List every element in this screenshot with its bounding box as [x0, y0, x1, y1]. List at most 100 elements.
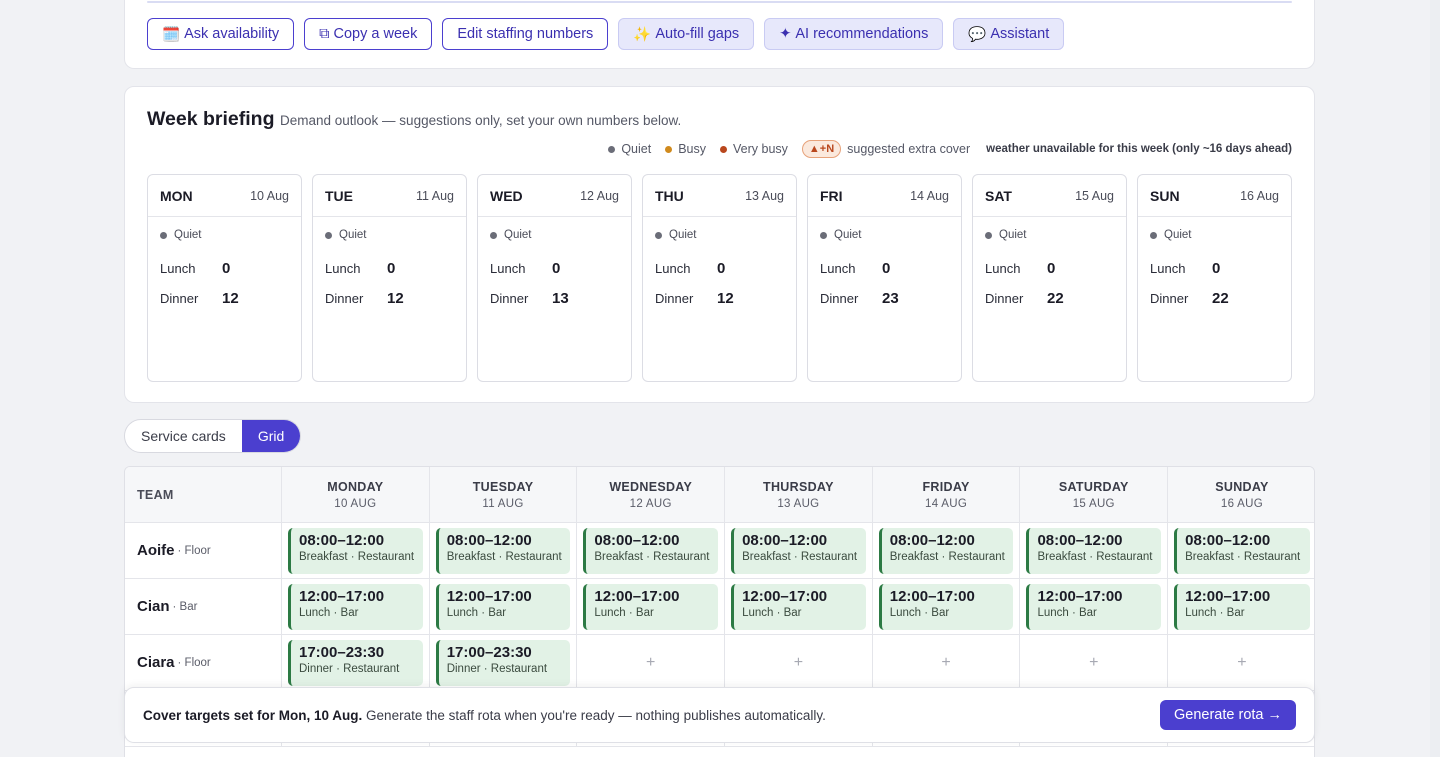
shift-detail: Lunch · Bar	[446, 607, 507, 619]
grid-header-row: TEAM MONDAY 10 AUG TUESDAY 11 AUG WEDNESDAY 1…	[125, 467, 1314, 523]
day-date: 16 Aug	[1240, 188, 1279, 203]
staff-cell: Ciara · Floor	[125, 635, 282, 690]
footer-text: Generate the staff rota when you're read…	[362, 707, 826, 723]
shift-block[interactable]: 12:00–17:00 Lunch · Bar	[1026, 584, 1162, 630]
day-card-body: Quiet Lunch 0 Dinner 13	[478, 217, 631, 313]
toolbar-button-label: Ask availability	[184, 26, 280, 42]
day-date: 14 Aug	[910, 188, 949, 203]
lunch-label: Lunch	[820, 260, 856, 276]
sparkles-icon: ✨	[633, 26, 652, 43]
dinner-cover-row: Dinner 12	[655, 283, 784, 313]
shift-block[interactable]: 17:00–23:30 Dinner · Restaurant	[288, 640, 423, 686]
lunch-cover-value: 0	[387, 259, 396, 277]
lunch-label: Lunch	[325, 260, 361, 276]
demand-level: Quiet	[655, 229, 784, 241]
shift-cell: 17:00–23:30 Dinner · Restaurant	[430, 635, 578, 690]
column-date: 11 AUG	[482, 497, 524, 510]
weather-note: weather unavailable for this week (only …	[986, 143, 1292, 155]
staff-name: Ciara	[137, 654, 175, 671]
shift-time: 08:00–12:00	[446, 532, 532, 549]
demand-level: Quiet	[820, 229, 949, 241]
column-day-name: FRIDAY	[922, 479, 970, 494]
demand-level-label: Quiet	[999, 229, 1027, 241]
column-day-name: TUESDAY	[472, 479, 534, 494]
add-shift-button[interactable]: +	[941, 654, 951, 671]
shift-cell: 12:00–17:00 Lunch · Bar	[282, 579, 430, 634]
day-card-body: Quiet Lunch 0 Dinner 12	[313, 217, 466, 313]
shift-block[interactable]: 12:00–17:00 Lunch · Bar	[435, 584, 571, 630]
shift-block[interactable]: 08:00–12:00 Breakfast · Restaurant	[1026, 528, 1162, 574]
shift-block[interactable]: 12:00–17:00 Lunch · Bar	[288, 584, 423, 630]
day-card-header: MON 10 Aug	[148, 175, 301, 217]
shift-block[interactable]: 08:00–12:00 Breakfast · Restaurant	[1174, 528, 1310, 574]
shift-time: 12:00–17:00	[299, 588, 385, 605]
extra-cover-badge: ▲+N	[801, 140, 842, 158]
shift-detail: Breakfast · Restaurant	[1037, 551, 1153, 563]
shift-cell: 12:00–17:00 Lunch · Bar	[430, 579, 578, 634]
dinner-cover-row: Dinner 13	[490, 283, 619, 313]
day-card-body: Quiet Lunch 0 Dinner 23	[808, 217, 961, 313]
shift-cell: 08:00–12:00 Breakfast · Restaurant	[430, 523, 578, 578]
shift-time: 12:00–17:00	[1037, 588, 1123, 605]
ai-recommendations-button[interactable]: ✦ AI recommendations	[764, 18, 944, 50]
day-card-body: Quiet Lunch 0 Dinner 22	[1138, 217, 1291, 313]
auto-fill-gaps-button[interactable]: ✨ Auto-fill gaps	[618, 18, 755, 50]
edit-staffing-numbers-button[interactable]: Edit staffing numbers	[442, 18, 609, 50]
ask-availability-button[interactable]: 🗓️ Ask availability	[147, 18, 295, 50]
shift-cell: 12:00–17:00 Lunch · Bar	[577, 579, 726, 634]
shift-block[interactable]: 12:00–17:00 Lunch · Bar	[731, 584, 866, 630]
view-option-grid[interactable]: Grid	[241, 420, 301, 452]
shift-time: 12:00–17:00	[742, 588, 828, 605]
day-card-header: TUE 11 Aug	[313, 175, 466, 217]
demand-level-label: Quiet	[339, 229, 367, 241]
staff-row-cian: Cian · Bar 12:00–17:00 Lunch · Bar 12:00–17:…	[125, 579, 1314, 635]
shift-block[interactable]: 12:00–17:00 Lunch · Bar	[878, 584, 1014, 630]
shift-block[interactable]: 08:00–12:00 Breakfast · Restaurant	[878, 528, 1014, 574]
demand-level: Quiet	[985, 229, 1114, 241]
generate-rota-button[interactable]: Generate rota →	[1160, 700, 1296, 730]
add-shift-button[interactable]: +	[793, 654, 804, 671]
calendar-icon: 🗓️	[162, 26, 181, 43]
grid-column-header-saturday: SATURDAY 15 AUG	[1020, 467, 1169, 522]
column-date: 16 AUG	[1220, 497, 1263, 510]
shift-block[interactable]: 08:00–12:00 Breakfast · Restaurant	[288, 528, 423, 574]
shift-detail: Lunch · Bar	[1185, 607, 1245, 619]
day-name: SAT	[985, 187, 1012, 204]
column-day-name: MONDAY	[327, 479, 384, 494]
rota-toolbar-card: 🗓️ Ask availability ⧉ Copy a week Edit staff…	[124, 0, 1315, 69]
dinner-cover-value: 12	[717, 289, 734, 307]
lunch-label: Lunch	[655, 260, 691, 276]
day-card-thu: THU 13 Aug Quiet Lunch 0 Dinner 12	[642, 174, 797, 382]
copy-a-week-button[interactable]: ⧉ Copy a week	[304, 18, 433, 50]
shift-cell: 08:00–12:00 Breakfast · Restaurant	[577, 523, 726, 578]
view-toggle: Service cards Grid	[124, 419, 302, 453]
quiet-dot-icon	[490, 231, 497, 239]
shift-block[interactable]: 08:00–12:00 Breakfast · Restaurant	[583, 528, 719, 574]
lunch-cover-value: 0	[882, 259, 891, 277]
page-scrollbar[interactable]	[1430, 0, 1440, 757]
add-shift-button[interactable]: +	[646, 654, 656, 671]
add-shift-button[interactable]: +	[1237, 654, 1247, 671]
shift-detail: Breakfast · Restaurant	[299, 551, 415, 563]
shift-block[interactable]: 08:00–12:00 Breakfast · Restaurant	[731, 528, 866, 574]
dinner-cover-value: 23	[882, 289, 899, 307]
briefing-subtitle: Demand outlook — suggestions only, set y…	[280, 113, 682, 128]
lunch-cover-value: 0	[717, 259, 726, 277]
shift-block[interactable]: 12:00–17:00 Lunch · Bar	[1174, 584, 1310, 630]
shift-time: 12:00–17:00	[446, 588, 532, 605]
shift-block[interactable]: 17:00–23:30 Dinner · Restaurant	[435, 640, 571, 686]
shift-block[interactable]: 12:00–17:00 Lunch · Bar	[583, 584, 719, 630]
shift-block[interactable]: 08:00–12:00 Breakfast · Restaurant	[435, 528, 571, 574]
day-name: SUN	[1150, 187, 1180, 204]
chat-bubble-icon: 💬	[968, 26, 987, 43]
add-shift-button[interactable]: +	[1089, 654, 1099, 671]
shift-time: 17:00–23:30	[446, 644, 532, 661]
toolbar-button-label: Edit staffing numbers	[457, 26, 594, 42]
day-card-sat: SAT 15 Aug Quiet Lunch 0 Dinner 22	[972, 174, 1127, 382]
assistant-button[interactable]: 💬 Assistant	[953, 18, 1065, 50]
view-option-service-cards[interactable]: Service cards	[141, 428, 226, 444]
shift-detail: Breakfast · Restaurant	[889, 551, 1005, 563]
legend-very-busy: Very busy	[720, 142, 788, 156]
lunch-cover-value: 0	[552, 259, 561, 277]
day-card-header: FRI 14 Aug	[808, 175, 961, 217]
